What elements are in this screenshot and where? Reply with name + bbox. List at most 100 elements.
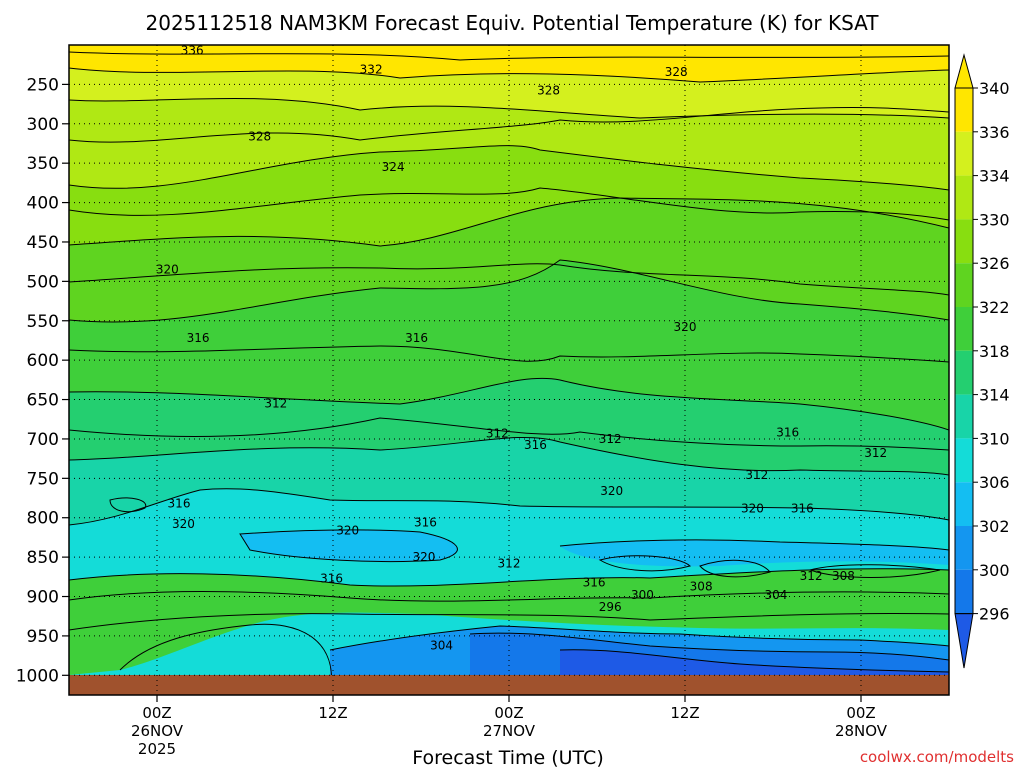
contour-label: 312 bbox=[745, 468, 768, 482]
contour-label: 308 bbox=[690, 579, 713, 593]
y-tick-label: 250 bbox=[27, 75, 59, 95]
contour-line bbox=[69, 259, 949, 323]
colorbar-swatch bbox=[955, 350, 973, 395]
contour-label: 332 bbox=[360, 62, 383, 76]
contour-labels: 336 332 328 328 328 324 320 316 316 320 312 312 316 3… bbox=[156, 45, 887, 652]
colorbar-label: 300 bbox=[979, 561, 1010, 580]
contour-line bbox=[69, 263, 949, 296]
x-tick-label-mid: 27NOV bbox=[483, 722, 536, 740]
colorbar-label: 326 bbox=[979, 254, 1010, 273]
field-band-306 bbox=[240, 529, 458, 562]
contour-line bbox=[69, 106, 949, 143]
colorbar-cap-bottom bbox=[954, 613, 974, 669]
y-axis: 250 300 350 400 450 500 550 600 650 700 750 800 850 9… bbox=[16, 75, 69, 686]
chart-title: 2025112518 NAM3KM Forecast Equiv. Potent… bbox=[146, 11, 880, 35]
contour-label: 316 bbox=[524, 438, 547, 452]
colorbar-label: 296 bbox=[979, 605, 1010, 624]
contour-label: 308 bbox=[832, 569, 855, 583]
contour-label: 316 bbox=[168, 497, 191, 511]
colorbar: 340 336 334 330 326 322 318 314 310 306 302 300 296 bbox=[954, 53, 1010, 669]
contour-label: 312 bbox=[864, 446, 887, 460]
contour-label: 320 bbox=[674, 320, 697, 334]
contour-line bbox=[69, 568, 949, 587]
contour-label: 316 bbox=[320, 571, 343, 585]
y-tick-label: 950 bbox=[27, 627, 59, 647]
y-tick-label: 750 bbox=[27, 469, 59, 489]
contour-label: 320 bbox=[412, 550, 435, 564]
colorbar-swatch bbox=[955, 263, 973, 307]
contour-label: 316 bbox=[791, 501, 814, 515]
y-tick-label: 350 bbox=[27, 154, 59, 174]
credit-text: coolwx.com/modelts bbox=[860, 748, 1014, 766]
contour-line bbox=[559, 539, 949, 551]
contour-label: 312 bbox=[264, 396, 287, 410]
contour-line bbox=[69, 417, 949, 451]
colorbar-swatch bbox=[955, 88, 973, 132]
contour-label: 300 bbox=[631, 588, 654, 602]
contour-label: 316 bbox=[187, 331, 210, 345]
y-tick-label: 900 bbox=[27, 588, 59, 608]
contour-line bbox=[69, 51, 949, 61]
x-gridlines bbox=[156, 45, 862, 695]
colorbar-swatch bbox=[955, 175, 973, 220]
colorbar-label: 330 bbox=[979, 210, 1010, 229]
plot-area: 336 332 328 328 328 324 320 316 316 320 312 312 316 3… bbox=[69, 45, 949, 695]
x-tick-label-top: 12Z bbox=[670, 704, 699, 722]
contour-label: 304 bbox=[764, 588, 787, 602]
contour-label: 312 bbox=[599, 432, 622, 446]
colorbar-cap-top bbox=[954, 53, 974, 89]
contour-line bbox=[69, 145, 949, 191]
colorbar-swatch bbox=[955, 526, 973, 570]
colorbar-label: 336 bbox=[979, 123, 1010, 142]
y-tick-label: 300 bbox=[27, 115, 59, 135]
contour-label: 328 bbox=[248, 129, 271, 143]
y-tick-label: 800 bbox=[27, 509, 59, 529]
y-tick-label: 400 bbox=[27, 194, 59, 214]
colorbar-label: 334 bbox=[979, 167, 1010, 186]
y-tick-label: 650 bbox=[27, 391, 59, 411]
contour-label: 316 bbox=[414, 515, 437, 529]
field-band-lowlevel-green bbox=[69, 568, 949, 675]
contour-line bbox=[559, 649, 949, 673]
contour-label: 316 bbox=[776, 426, 799, 440]
contour-line bbox=[699, 559, 771, 578]
y-tick-label: 500 bbox=[27, 272, 59, 292]
contour-lines bbox=[69, 51, 949, 695]
colorbar-swatch bbox=[955, 482, 973, 526]
contour-label: 320 bbox=[600, 484, 623, 498]
x-axis-label: Forecast Time (UTC) bbox=[412, 747, 603, 768]
contour-label: 296 bbox=[599, 600, 622, 614]
colorbar-label: 306 bbox=[979, 473, 1010, 492]
colorbar-swatch bbox=[955, 438, 973, 483]
contour-label: 320 bbox=[336, 523, 359, 537]
y-tick-label: 450 bbox=[27, 233, 59, 253]
contour-line bbox=[69, 488, 949, 526]
contour-line bbox=[598, 555, 691, 572]
contour-line bbox=[109, 497, 147, 513]
y-tick-label: 700 bbox=[27, 430, 59, 450]
colorbar-label: 322 bbox=[979, 298, 1010, 317]
colorbar-swatch bbox=[955, 569, 973, 614]
contour-label: 320 bbox=[156, 263, 179, 277]
x-tick-label-mid: 28NOV bbox=[835, 722, 888, 740]
contour-label: 320 bbox=[741, 501, 764, 515]
colorbar-swatch bbox=[955, 219, 973, 264]
contour-line bbox=[119, 623, 332, 695]
colorbar-swatch bbox=[955, 394, 973, 439]
colorbar-label: 302 bbox=[979, 517, 1010, 536]
contour-label: 312 bbox=[486, 426, 509, 440]
contour-label: 312 bbox=[800, 569, 823, 583]
x-tick-label-top: 12Z bbox=[318, 704, 347, 722]
contour-line bbox=[69, 436, 949, 476]
contour-label: 316 bbox=[583, 575, 606, 589]
x-tick-label-top: 00Z bbox=[494, 704, 523, 722]
y-tick-label: 550 bbox=[27, 312, 59, 332]
y-tick-label: 850 bbox=[27, 548, 59, 568]
x-tick-label-top: 00Z bbox=[142, 704, 171, 722]
colorbar-label: 310 bbox=[979, 429, 1010, 448]
y-gridlines bbox=[69, 83, 949, 676]
field-band-306-east bbox=[560, 539, 949, 567]
contour-line bbox=[239, 529, 458, 563]
